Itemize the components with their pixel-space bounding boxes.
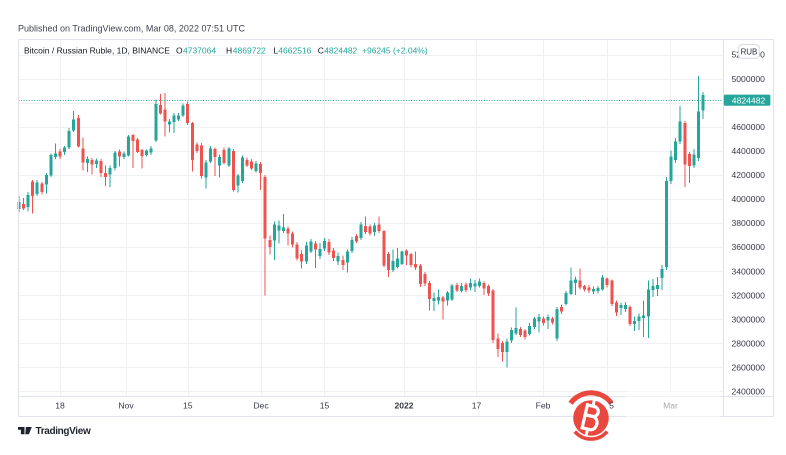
- svg-text:4000000: 4000000: [732, 194, 766, 204]
- svg-text:RUB: RUB: [741, 48, 758, 57]
- svg-text:4737064: 4737064: [183, 46, 216, 56]
- svg-text:4824482: 4824482: [732, 95, 766, 105]
- svg-text:3200000: 3200000: [732, 290, 766, 300]
- svg-text:Bitcoin / Russian Ruble, 1D, B: Bitcoin / Russian Ruble, 1D, BINANCE: [24, 46, 170, 56]
- svg-text:2022: 2022: [394, 401, 413, 411]
- svg-text:15: 15: [183, 401, 193, 411]
- svg-text:4600000: 4600000: [732, 122, 766, 132]
- svg-text:5: 5: [609, 401, 614, 411]
- svg-text:4824482: 4824482: [324, 46, 357, 56]
- svg-text:4869722: 4869722: [233, 46, 266, 56]
- svg-text:3000000: 3000000: [732, 314, 766, 324]
- svg-text:4400000: 4400000: [732, 146, 766, 156]
- svg-text:4662516: 4662516: [278, 46, 311, 56]
- svg-text:3400000: 3400000: [732, 266, 766, 276]
- svg-text:TradingView: TradingView: [36, 426, 91, 437]
- svg-text:15: 15: [320, 401, 330, 411]
- svg-text:18: 18: [55, 401, 65, 411]
- svg-text:Dec: Dec: [253, 401, 269, 411]
- svg-text:Published on TradingView.com,: Published on TradingView.com, Mar 08, 20…: [18, 24, 245, 34]
- svg-text:O: O: [176, 46, 183, 56]
- svg-text:Nov: Nov: [118, 401, 134, 411]
- svg-text:2800000: 2800000: [732, 338, 766, 348]
- svg-text:Feb: Feb: [536, 401, 551, 411]
- svg-text:3600000: 3600000: [732, 242, 766, 252]
- svg-text:4200000: 4200000: [732, 170, 766, 180]
- svg-text:2400000: 2400000: [732, 386, 766, 396]
- svg-text:3800000: 3800000: [732, 218, 766, 228]
- svg-text:L: L: [274, 46, 279, 56]
- svg-text:17: 17: [472, 401, 482, 411]
- svg-text:H: H: [226, 46, 232, 56]
- svg-text:+96245 (+2.04%): +96245 (+2.04%): [362, 46, 428, 56]
- svg-text:2600000: 2600000: [732, 362, 766, 372]
- svg-text:5000000: 5000000: [732, 74, 766, 84]
- svg-text:C: C: [318, 46, 324, 56]
